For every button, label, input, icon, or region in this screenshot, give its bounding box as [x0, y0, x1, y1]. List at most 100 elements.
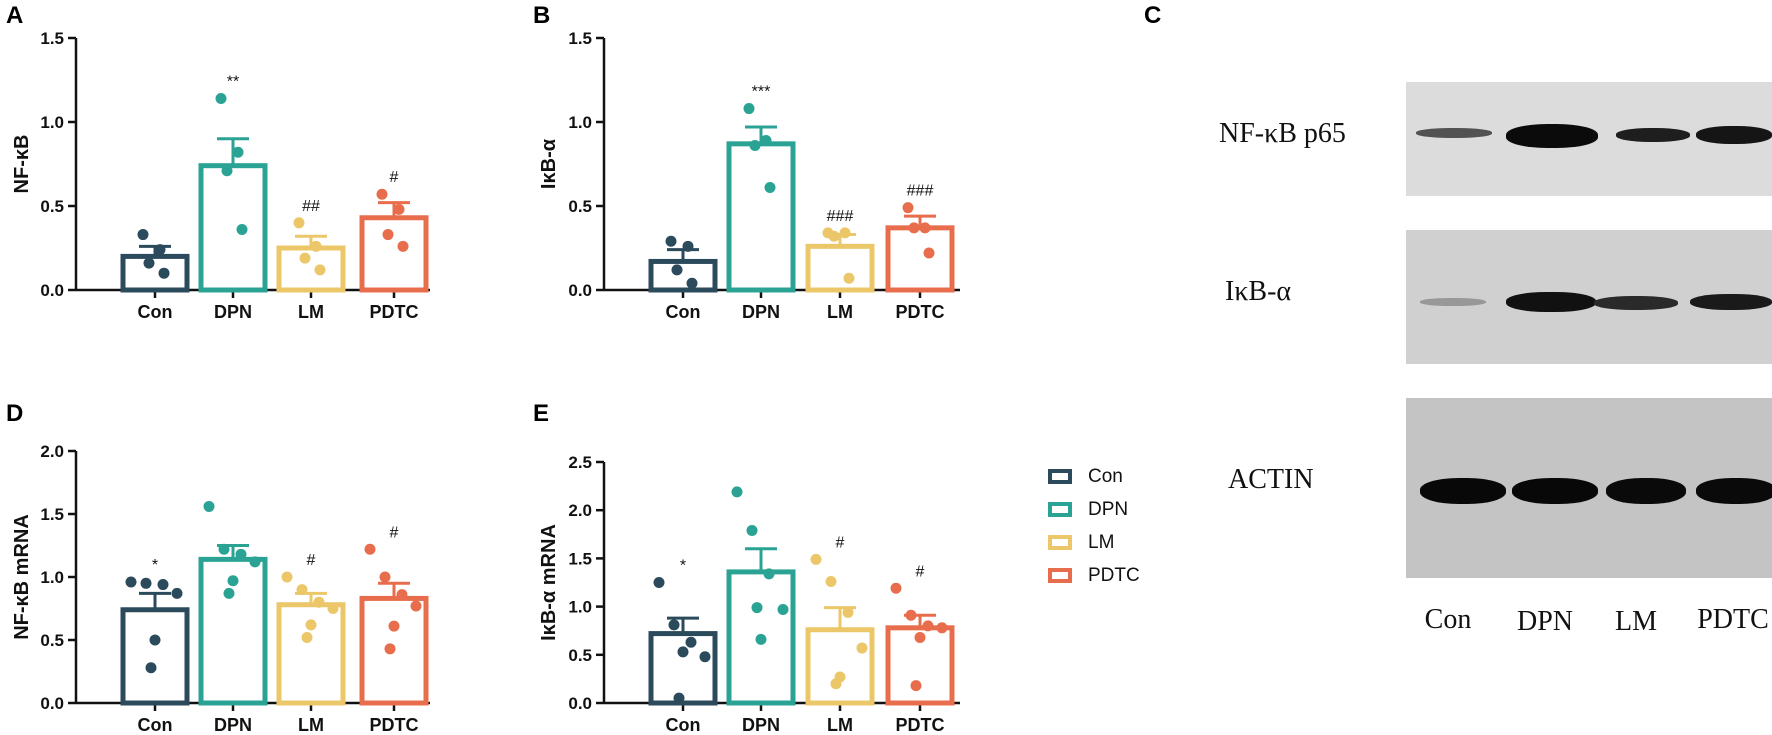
significance-label-d-pdtc: #	[390, 524, 399, 541]
y-axis-label-b: IκB-α	[538, 138, 560, 189]
panel-letter-d: D	[6, 400, 24, 427]
legend-swatch-dpn	[1048, 502, 1072, 517]
lane-label-lm: LM	[1615, 606, 1657, 637]
data-point-e-con	[685, 636, 697, 648]
significance-label-e-pdtc: #	[916, 563, 925, 580]
data-point-e-lm	[856, 642, 868, 654]
data-point-d-dpn	[223, 587, 235, 599]
x-tick-label-b-pdtc: PDTC	[896, 302, 945, 322]
data-point-d-pdtc	[379, 571, 391, 583]
y-tick-label-b: 0.0	[568, 281, 592, 300]
data-point-d-lm	[305, 619, 317, 631]
significance-label-a-dpn: **	[227, 73, 239, 90]
significance-label-e-con: *	[680, 558, 686, 575]
data-point-d-con	[140, 577, 152, 589]
band-actin-con	[1420, 478, 1506, 504]
bar-b-con	[648, 258, 718, 293]
data-point-b-pdtc	[919, 222, 931, 234]
band-ikba-con	[1420, 298, 1486, 306]
data-point-e-pdtc	[910, 680, 922, 692]
legend-swatch-con	[1048, 469, 1072, 484]
data-point-b-pdtc	[923, 247, 935, 259]
data-point-d-pdtc	[388, 620, 400, 632]
significance-label-a-lm: ##	[302, 198, 320, 215]
bar-b-dpn	[726, 141, 796, 293]
y-tick-label-d: 1.0	[40, 568, 64, 587]
data-point-e-pdtc	[890, 582, 902, 594]
data-point-e-dpn	[751, 602, 763, 614]
x-tick-label-a-pdtc: PDTC	[370, 302, 419, 322]
bar-a-dpn	[198, 163, 268, 293]
data-point-a-lm	[314, 264, 326, 276]
y-axis-label-e: IκB-α mRNA	[538, 524, 560, 641]
data-point-d-lm	[327, 603, 339, 614]
x-tick-label-d-pdtc: PDTC	[370, 715, 419, 735]
data-point-d-dpn	[249, 556, 261, 568]
x-tick-label-b-con: Con	[666, 302, 701, 322]
data-point-d-dpn	[235, 548, 247, 560]
x-tick-label-a-con: Con	[138, 302, 173, 322]
blot-strip-actin	[1406, 398, 1772, 578]
significance-label-b-dpn: ***	[752, 84, 771, 101]
data-point-b-lm	[828, 230, 840, 242]
y-tick-label-e: 1.0	[568, 598, 592, 617]
y-tick-label-e: 0.5	[568, 646, 592, 665]
data-point-d-lm	[313, 596, 325, 608]
data-point-d-dpn	[203, 500, 215, 512]
blot-strip-ikba	[1406, 230, 1772, 364]
data-point-a-dpn	[215, 92, 227, 104]
data-point-b-lm	[839, 227, 851, 239]
data-point-b-dpn	[760, 134, 772, 146]
data-point-e-lm	[810, 553, 822, 565]
bar-a-con	[120, 253, 190, 293]
y-tick-label-d: 0.0	[40, 694, 64, 713]
chart-panel-e: 0.0 0.5 1.0 1.5 2.0 2.5 IκB-α mRNA Con * DPN LM # PD…	[538, 453, 960, 735]
legend-label-lm: LM	[1088, 532, 1115, 553]
significance-label-b-pdtc: ###	[907, 183, 934, 200]
data-point-a-dpn	[232, 146, 244, 158]
data-point-b-con	[671, 264, 683, 276]
x-tick-label-e-con: Con	[666, 715, 701, 735]
band-nfkb-lm	[1616, 128, 1690, 142]
y-tick-label-b: 1.0	[568, 113, 592, 132]
y-tick-label-e: 0.0	[568, 694, 592, 713]
data-point-e-dpn	[731, 486, 743, 498]
data-point-d-lm	[296, 584, 308, 596]
data-point-d-dpn	[218, 543, 230, 555]
y-axis-label-d: NF-κB mRNA	[11, 514, 33, 640]
lane-label-pdtc: PDTC	[1697, 604, 1769, 635]
band-actin-pdtc	[1696, 478, 1772, 504]
data-point-a-lm	[310, 240, 322, 252]
chart-panel-b: 0.0 0.5 1.0 1.5 IκB-α Con DPN *** LM ### PDTC ###	[538, 29, 960, 322]
data-point-e-con	[699, 651, 711, 663]
data-point-b-dpn	[743, 103, 755, 115]
y-tick-label-a: 0.5	[40, 197, 64, 216]
x-tick-label-d-dpn: DPN	[214, 715, 252, 735]
data-point-d-lm	[301, 631, 313, 643]
y-axis-label-a: NF-κB	[11, 135, 33, 194]
data-point-a-pdtc	[382, 229, 394, 241]
data-point-d-pdtc	[396, 589, 408, 601]
band-actin-lm	[1606, 478, 1686, 504]
legend-swatch-pdtc	[1048, 568, 1072, 583]
panel-letter-b: B	[533, 2, 551, 29]
legend-label-pdtc: PDTC	[1088, 565, 1140, 586]
data-point-a-con	[158, 267, 170, 279]
data-point-b-con	[682, 240, 694, 252]
data-point-d-con	[157, 579, 169, 591]
significance-label-b-lm: ###	[827, 208, 854, 225]
data-point-e-dpn	[763, 568, 775, 580]
data-point-e-con	[677, 646, 689, 658]
data-point-b-pdtc	[902, 202, 914, 214]
band-nfkb-dpn	[1506, 124, 1598, 148]
panel-letter-e: E	[533, 400, 550, 427]
data-point-a-lm	[293, 217, 305, 229]
y-tick-label-a: 0.0	[40, 281, 64, 300]
data-point-a-pdtc	[397, 240, 409, 252]
y-tick-label-e: 2.0	[568, 501, 592, 520]
y-tick-label-b: 0.5	[568, 197, 592, 216]
band-ikba-lm	[1594, 296, 1678, 310]
data-point-e-pdtc	[922, 620, 934, 632]
band-ikba-dpn	[1506, 292, 1596, 312]
